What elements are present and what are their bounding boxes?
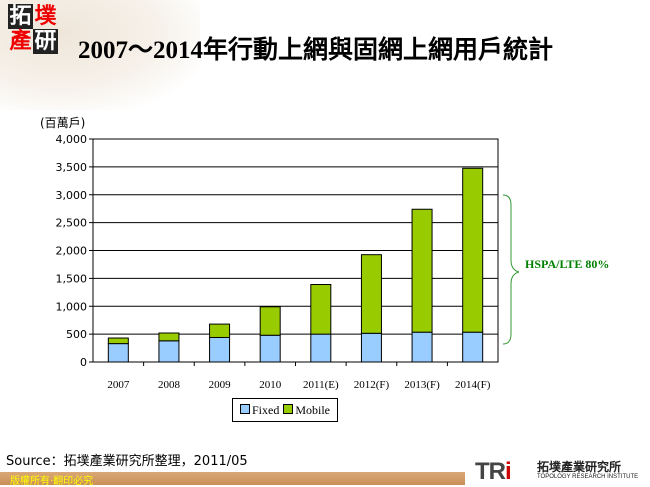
x-tick-label: 2014(F) — [455, 379, 491, 391]
logo: 拓墣產研 — [8, 4, 58, 54]
y-tick-label: 4,000 — [56, 133, 88, 146]
x-tick-label: 2008 — [158, 379, 181, 391]
bar-fixed — [411, 331, 433, 363]
bar-fixed — [158, 340, 180, 363]
background-map — [0, 0, 200, 110]
annotation-label: HSPA/LTE 80% — [525, 257, 610, 271]
source-note: Source：拓墣產業研究所整理，2011/05 — [6, 454, 248, 469]
bar-fixed — [259, 334, 281, 363]
legend-label: Fixed — [251, 402, 280, 417]
mobile-swatch — [283, 403, 294, 414]
fixed-swatch — [239, 403, 250, 414]
annotation-brace — [502, 194, 520, 345]
tri-logo: TRi 拓墣產業研究所 TOPOLOGY RESEARCH INSTITUTE — [465, 456, 650, 485]
bar-mobile — [310, 284, 332, 335]
y-tick-label: 0 — [80, 356, 87, 369]
x-tick-label: 2013(F) — [404, 379, 440, 391]
x-tick-label: 2010 — [259, 379, 282, 391]
brand-en: TOPOLOGY RESEARCH INSTITUTE — [537, 474, 639, 480]
bar-fixed — [360, 332, 382, 363]
bar-fixed — [462, 331, 484, 363]
bar-mobile — [158, 332, 180, 342]
x-tick-label: 2007 — [107, 379, 130, 391]
bar-mobile — [411, 208, 433, 333]
page-title: 2007～2014年行動上網與固網上網用戶統計 — [78, 37, 554, 64]
legend-label: Mobile — [295, 402, 330, 417]
bar-mobile — [107, 337, 129, 345]
bar-mobile — [360, 254, 382, 334]
y-tick-label: 3,500 — [56, 161, 88, 174]
x-tick-label: 2009 — [209, 379, 232, 391]
y-tick-label: 1,000 — [56, 300, 88, 313]
y-tick-label: 2,500 — [56, 217, 88, 230]
legend-item-fixed: Fixed — [239, 402, 280, 418]
brand-cn: 拓墣產業研究所 — [537, 460, 622, 474]
legend-item-mobile: Mobile — [283, 403, 330, 418]
y-tick-label: 500 — [66, 328, 87, 341]
y-tick-label: 3,000 — [56, 189, 88, 202]
legend: Fixed Mobile — [232, 398, 338, 422]
y-axis-unit: (百萬戶) — [40, 116, 86, 130]
x-tick-label: 2011(E) — [303, 379, 339, 391]
bar-mobile — [259, 306, 281, 336]
bar-fixed — [107, 343, 129, 363]
y-tick-label: 2,000 — [56, 245, 88, 258]
brand-mark: TRi — [475, 458, 512, 485]
y-tick-label: 1,500 — [56, 272, 88, 285]
bar-mobile — [209, 323, 231, 338]
bar-fixed — [209, 336, 231, 363]
copyright-text: 版權所有‧翻印必究 — [10, 476, 94, 487]
bar-mobile — [462, 167, 484, 333]
bar-fixed — [310, 333, 332, 363]
x-tick-label: 2012(F) — [354, 379, 390, 391]
